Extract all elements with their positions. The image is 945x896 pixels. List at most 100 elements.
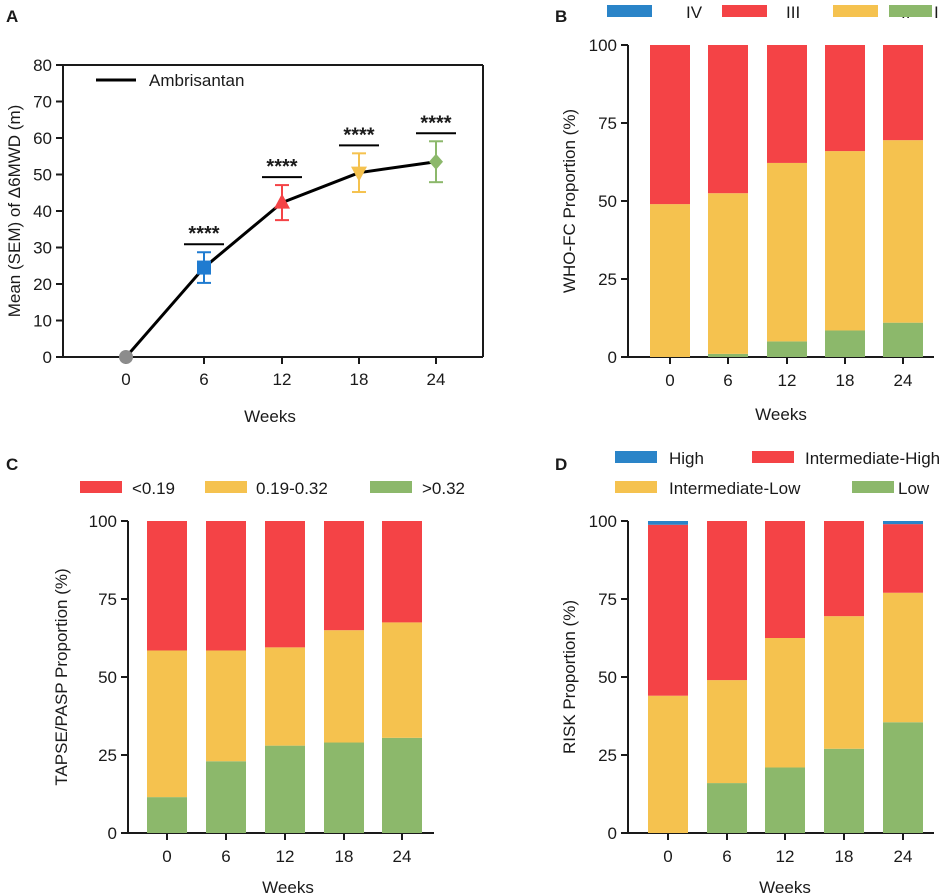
bar-segment-ii: [767, 162, 807, 342]
bar-segment-iii: [650, 45, 690, 205]
bar-segment-0-19-0-32: [147, 650, 187, 798]
x-tick-label: 6: [723, 371, 732, 390]
bar-segment-high: [648, 521, 688, 525]
significance-stars: ****: [420, 112, 451, 134]
legend-label-gt-0-32: >0.32: [422, 479, 465, 498]
data-point-week-6: [197, 260, 211, 275]
legend-swatch-i: [889, 5, 932, 17]
x-tick-label: 6: [199, 370, 208, 389]
stacked-bar-risk: Weeks RISK Proportion (%) 0 25 50 75 100 0 6 12…: [560, 449, 940, 896]
bar-segment-i: [883, 322, 923, 357]
bar-segment-iii: [883, 45, 923, 141]
y-tick-label: 75: [98, 590, 117, 609]
data-point-week-12: [274, 193, 290, 209]
bar-segment-iii: [767, 45, 807, 163]
y-axis-title: WHO-FC Proportion (%): [560, 109, 579, 293]
x-tick-label: 12: [776, 847, 795, 866]
bar-segment-0-32: [265, 745, 305, 833]
bar-segment-iii: [708, 45, 748, 194]
stacked-bar-who-fc: Weeks WHO-FC Proportion (%) 0 25 50 75 100 0 6…: [560, 3, 939, 424]
bar-segment-intermediate-high: [883, 524, 923, 593]
x-tick-label: 24: [894, 371, 913, 390]
bar-segment-0-19: [382, 521, 422, 623]
x-tick-label: 18: [350, 370, 369, 389]
x-axis-title: Weeks: [244, 407, 296, 426]
legend-swatch-high: [615, 451, 657, 463]
bar-segment-low: [765, 767, 805, 833]
x-tick-label: 12: [778, 371, 797, 390]
y-tick-label: 0: [608, 824, 617, 843]
x-tick-label: 6: [722, 847, 731, 866]
bar-segment-0-19-0-32: [382, 622, 422, 738]
bar-segment-intermediate-low: [648, 695, 688, 833]
legend-swatch-intermediate-high: [752, 451, 794, 463]
x-tick-label: 24: [894, 847, 913, 866]
panel-letter-a: A: [6, 7, 18, 26]
legend-label-iii: III: [786, 3, 800, 22]
legend-label-high: High: [669, 449, 704, 468]
significance-stars: ****: [266, 156, 297, 178]
legend-label-low: Low: [898, 479, 930, 498]
significance-stars: ****: [188, 223, 219, 245]
x-axis-title: Weeks: [759, 878, 811, 896]
legend-swatch-ii: [833, 5, 878, 17]
bar-segment-intermediate-high: [707, 521, 747, 681]
x-tick-label: 18: [836, 371, 855, 390]
y-tick-label: 60: [33, 129, 52, 148]
x-axis-title: Weeks: [262, 878, 314, 896]
data-point-week-18: [351, 166, 367, 182]
bar-segment-0-19-0-32: [324, 630, 364, 743]
x-tick-label: 0: [162, 847, 171, 866]
y-tick-label: 25: [598, 746, 617, 765]
significance-stars: ****: [343, 124, 374, 146]
stacked-bar-tapse-pasp: Weeks TAPSE/PASP Proportion (%) 0 25 50 75 1…: [52, 479, 465, 896]
bar-segment-i: [708, 353, 748, 357]
x-tick-label: 24: [427, 370, 446, 389]
y-tick-label: 75: [598, 114, 617, 133]
x-tick-label: 12: [276, 847, 295, 866]
y-tick-label: 30: [33, 239, 52, 258]
y-tick-label: 10: [33, 312, 52, 331]
bar-segment-0-32: [324, 742, 364, 833]
y-axis-title: Mean (SEM) of Δ6MWD (m): [5, 105, 24, 318]
bar-segment-intermediate-high: [824, 521, 864, 617]
x-tick-label: 24: [393, 847, 412, 866]
legend-swatch-gt-0-32: [370, 481, 412, 493]
y-tick-label: 40: [33, 202, 52, 221]
bar-segment-intermediate-low: [707, 680, 747, 784]
y-tick-label: 50: [598, 668, 617, 687]
bar-segment-intermediate-high: [765, 521, 805, 638]
bar-segment-0-19: [265, 521, 305, 648]
bar-segment-i: [767, 341, 807, 357]
x-tick-label: 0: [121, 370, 130, 389]
y-tick-label: 75: [598, 590, 617, 609]
bar-segment-low: [824, 748, 864, 833]
legend-label-intermediate-high: Intermediate-High: [805, 449, 940, 468]
y-tick-label: 0: [108, 824, 117, 843]
bar-segment-iii: [825, 45, 865, 152]
y-axis-title: RISK Proportion (%): [560, 600, 579, 754]
legend-swatch-low: [852, 481, 894, 493]
bar-segment-low: [883, 722, 923, 833]
legend-label-lt-0-19: <0.19: [132, 479, 175, 498]
y-tick-label: 0: [43, 348, 52, 367]
y-tick-label: 20: [33, 275, 52, 294]
bar-segment-0-19: [206, 521, 246, 651]
bar-segment-intermediate-low: [824, 616, 864, 749]
bar-segment-0-32: [382, 737, 422, 833]
bar-segment-0-32: [147, 797, 187, 833]
x-tick-label: 0: [665, 371, 674, 390]
panel-letter-c: C: [6, 455, 18, 474]
bar-segment-ii: [825, 151, 865, 331]
legend-label-0-19-0-32: 0.19-0.32: [256, 479, 328, 498]
bar-segment-0-19: [324, 521, 364, 631]
y-tick-label: 100: [589, 36, 617, 55]
y-tick-label: 50: [598, 192, 617, 211]
bar-segment-intermediate-low: [883, 592, 923, 723]
legend-label-i: I: [934, 3, 939, 22]
data-point-week-24: [429, 153, 443, 170]
y-tick-label: 25: [98, 746, 117, 765]
y-tick-label: 0: [608, 348, 617, 367]
x-tick-label: 6: [221, 847, 230, 866]
